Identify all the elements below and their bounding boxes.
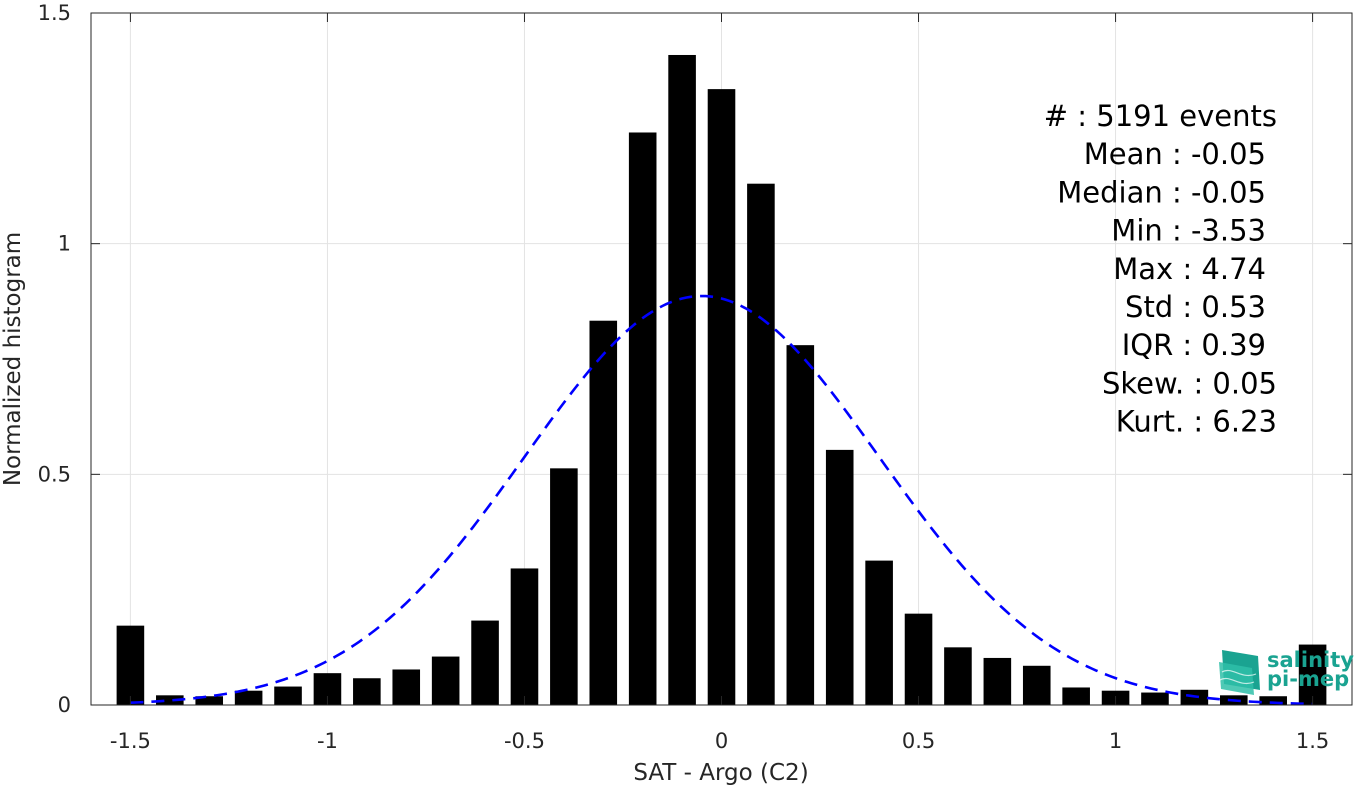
y-tick-label-0: 0 xyxy=(58,693,71,717)
y-tick-label-3: 1.5 xyxy=(38,1,71,25)
histogram-bar-30 xyxy=(1298,644,1327,705)
histogram-bar-22 xyxy=(983,657,1012,705)
histogram-bar-26 xyxy=(1141,692,1169,705)
stat-line-0: # : 5191 events xyxy=(1044,99,1277,133)
histogram-bar-13 xyxy=(628,132,657,705)
y-axis-label: Normalized histogram xyxy=(0,232,26,486)
histogram-bar-15 xyxy=(707,89,736,706)
histogram-bar-0 xyxy=(116,625,145,705)
histogram-bar-2 xyxy=(195,696,224,705)
x-tick-label-2: -0.5 xyxy=(504,729,545,753)
histogram-bar-17 xyxy=(786,345,815,705)
x-tick-label-4: 0.5 xyxy=(902,729,935,753)
histogram-bar-16 xyxy=(747,183,775,705)
stat-line-8: Kurt. : 6.23 xyxy=(1116,405,1277,439)
histogram-bar-10 xyxy=(510,568,539,705)
histogram-bar-24 xyxy=(1062,687,1090,705)
histogram-bar-23 xyxy=(1022,665,1051,705)
x-tick-label-5: 1 xyxy=(1109,729,1122,753)
y-tick-label-1: 0.5 xyxy=(38,462,71,486)
histogram-bar-9 xyxy=(471,620,499,705)
y-tick-labels: 0 0.5 1 1.5 xyxy=(38,1,71,717)
logo-text-line2: pi-mep xyxy=(1267,667,1349,691)
normal-fit-curve xyxy=(130,294,1313,706)
histogram-bar-6 xyxy=(353,678,381,705)
stat-line-4: Max : 4.74 xyxy=(1113,252,1266,286)
stat-line-5: Std : 0.53 xyxy=(1125,290,1266,324)
salinity-pi-mep-logo: salinity pi-mep xyxy=(1219,648,1354,695)
x-tick-label-3: 0 xyxy=(715,729,728,753)
x-tick-labels: -1.5 -1 -0.5 0 0.5 1 1.5 xyxy=(110,729,1329,753)
stat-line-2: Median : -0.05 xyxy=(1057,175,1266,209)
logo-text-line1: salinity xyxy=(1267,648,1354,672)
x-tick-label-1: -1 xyxy=(317,729,338,753)
histogram-bar-1 xyxy=(156,695,184,705)
histogram-bars xyxy=(116,54,1327,706)
x-tick-label-6: 1.5 xyxy=(1296,729,1329,753)
plot-axes xyxy=(90,12,1353,706)
histogram-bar-7 xyxy=(392,669,421,705)
stat-line-6: IQR : 0.39 xyxy=(1122,328,1266,362)
histogram-bar-8 xyxy=(431,656,460,705)
histogram-bar-12 xyxy=(589,320,618,705)
histogram-bar-3 xyxy=(234,690,263,705)
x-axis-label: SAT - Argo (C2) xyxy=(633,760,808,786)
x-tick-label-0: -1.5 xyxy=(110,729,151,753)
histogram-bar-19 xyxy=(865,560,893,705)
histogram-bar-4 xyxy=(274,686,302,705)
stat-line-7: Skew. : 0.05 xyxy=(1102,366,1277,400)
stat-line-3: Min : -3.53 xyxy=(1111,214,1266,248)
logo-icon xyxy=(1219,650,1260,695)
histogram-bar-21 xyxy=(944,647,972,705)
histogram-bar-29 xyxy=(1259,696,1287,705)
histogram-bar-11 xyxy=(550,468,578,705)
histogram-bar-20 xyxy=(904,613,933,705)
histogram-bar-14 xyxy=(668,54,696,706)
histogram-bar-18 xyxy=(825,449,854,705)
statistics-annotation: # : 5191 events Mean : -0.05 Median : -0.0… xyxy=(1044,99,1277,439)
y-tick-label-2: 1 xyxy=(58,232,71,256)
stat-line-1: Mean : -0.05 xyxy=(1084,137,1266,171)
